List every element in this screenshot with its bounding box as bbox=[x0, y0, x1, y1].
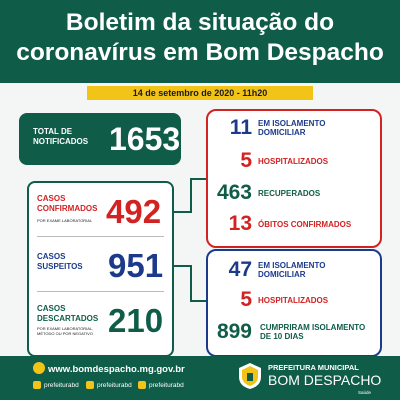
date-banner: 14 de setembro de 2020 - 11h20 bbox=[87, 86, 313, 100]
discarded-label: CASOS DESCARTADOS bbox=[37, 304, 99, 323]
globe-icon bbox=[33, 362, 45, 374]
prefeitura-label: PREFEITURA MUNICIPAL bbox=[268, 363, 359, 372]
confirmed-isolation-value: 11 bbox=[229, 116, 252, 139]
suspect-isolation-label: EM ISOLAMENTO DOMICILIAR bbox=[258, 261, 326, 279]
confirmed-hospitalized-label: HOSPITALIZADOS bbox=[258, 157, 329, 166]
title-line-1: Boletim da situação do bbox=[65, 9, 335, 36]
title-line-2: coronavírus em Bom Despacho bbox=[16, 39, 384, 66]
suspect-isolation-value: 47 bbox=[228, 258, 252, 281]
connector-line bbox=[170, 265, 192, 267]
confirmed-breakdown-box: 11 EM ISOLAMENTO DOMICILIAR 5 HOSPITALIZ… bbox=[206, 109, 382, 248]
twitter-icon bbox=[86, 381, 94, 389]
confirmed-sublabel: POR EXAME LABORATORIAL bbox=[37, 218, 93, 223]
suspect-label: CASOS SUSPEITOS bbox=[37, 252, 83, 271]
connector-line bbox=[190, 300, 206, 302]
website-link[interactable]: www.bomdespacho.mg.gov.br bbox=[48, 364, 185, 375]
discarded-value: 210 bbox=[108, 302, 164, 339]
total-notified-label: TOTAL DE NOTIFICADOS bbox=[33, 127, 89, 146]
header: Boletim da situação do coronavírus em Bo… bbox=[0, 0, 400, 83]
divider bbox=[37, 236, 164, 237]
suspect-value: 951 bbox=[108, 247, 164, 284]
suspect-hospitalized-label: HOSPITALIZADOS bbox=[258, 296, 329, 305]
confirmed-label: CASOS CONFIRMADOS bbox=[37, 194, 98, 213]
suspect-breakdown-box: 47 EM ISOLAMENTO DOMICILIAR 5 HOSPITALIZ… bbox=[206, 249, 382, 357]
footer: www.bomdespacho.mg.gov.br prefeiturabd p… bbox=[0, 356, 400, 400]
discarded-sublabel: POR EXAME LABORATORIAL, MÉTODO OU POR NE… bbox=[37, 326, 94, 336]
instagram-handle[interactable]: prefeiturabd bbox=[44, 382, 79, 389]
twitter-handle[interactable]: prefeiturabd bbox=[97, 382, 132, 389]
city-emblem-icon bbox=[239, 363, 261, 389]
completed-isolation-value: 899 bbox=[216, 320, 252, 343]
confirmed-hospitalized-value: 5 bbox=[240, 149, 252, 172]
city-name: BOM DESPACHO bbox=[268, 372, 382, 388]
facebook-icon bbox=[138, 381, 146, 389]
divider bbox=[37, 291, 164, 292]
suspect-hospitalized-value: 5 bbox=[240, 288, 252, 311]
department-label: Saúde bbox=[358, 390, 372, 395]
cases-card: CASOS CONFIRMADOS POR EXAME LABORATORIAL… bbox=[27, 181, 174, 357]
instagram-icon bbox=[33, 381, 41, 389]
deaths-label: ÓBITOS CONFIRMADOS bbox=[258, 220, 352, 229]
deaths-value: 13 bbox=[228, 212, 252, 235]
confirmed-value: 492 bbox=[106, 193, 162, 230]
total-notified-card: TOTAL DE NOTIFICADOS 1653 bbox=[19, 113, 181, 165]
connector-line bbox=[190, 178, 192, 213]
connector-line bbox=[190, 265, 192, 302]
completed-isolation-label: CUMPRIRAM ISOLAMENTO DE 10 DIAS bbox=[260, 323, 366, 341]
total-notified-value: 1653 bbox=[109, 121, 181, 157]
recovered-label: RECUPERADOS bbox=[258, 189, 321, 198]
connector-line bbox=[190, 178, 206, 180]
recovered-value: 463 bbox=[216, 181, 252, 204]
confirmed-isolation-label: EM ISOLAMENTO DOMICILIAR bbox=[258, 119, 326, 137]
connector-line bbox=[170, 211, 192, 213]
facebook-handle[interactable]: prefeiturabd bbox=[149, 382, 184, 389]
